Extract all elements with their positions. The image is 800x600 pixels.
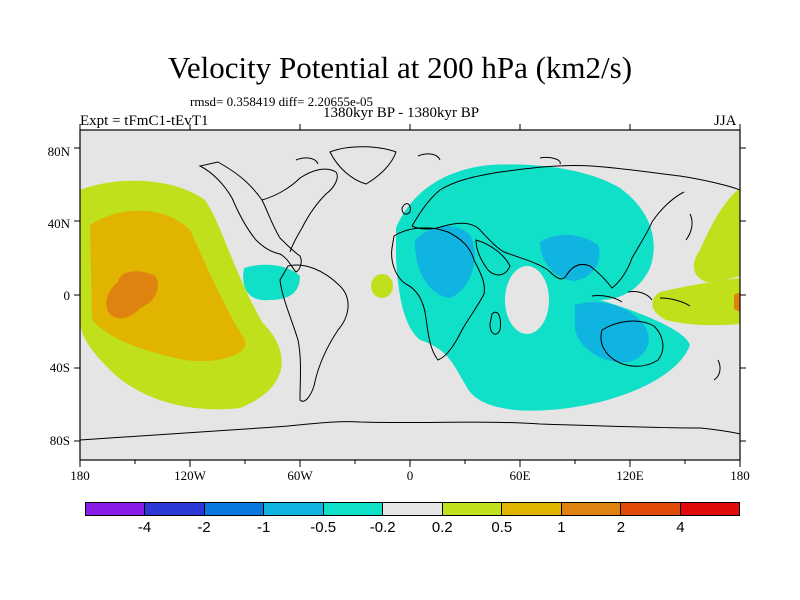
colorbar-swatch [145, 503, 205, 515]
lon-label-60e: 60E [509, 468, 531, 483]
colorbar-swatch [502, 503, 562, 515]
colorbar-label: 0.5 [491, 519, 513, 536]
coast-arabia [475, 239, 511, 276]
lon-label-120e: 120E [616, 468, 644, 483]
colorbar-label: -0.5 [310, 519, 337, 536]
coast-north-america [198, 161, 302, 273]
positive-anomaly-maritime [652, 278, 740, 326]
negative-anomaly-india-core [540, 234, 600, 281]
coast-new-zealand [713, 359, 721, 381]
colorbar-label: -1 [256, 519, 271, 536]
map-title: Velocity Potential at 200 hPa (km2/s) [167, 50, 633, 85]
lat-label-80s: 80S [49, 433, 70, 448]
experiment-label: Expt = tFmC1-tEvT1 [80, 113, 209, 129]
colorbar-label: 1 [557, 519, 566, 536]
positive-anomaly-edge [734, 292, 740, 312]
negative-anomaly-amazon [243, 264, 300, 301]
colorbar [85, 502, 740, 516]
anomaly-fields [80, 164, 740, 411]
positive-anomaly-max [106, 271, 158, 319]
colorbar-swatch [442, 503, 503, 515]
coastlines [79, 146, 741, 441]
lon-label-0: 0 [406, 468, 414, 483]
coast-antarctica [79, 421, 741, 441]
negative-anomaly-ocean-core [575, 302, 649, 363]
season-label: JJA [714, 113, 737, 129]
coast-australia [600, 320, 664, 367]
lon-label-180w: 180 [70, 468, 90, 483]
colorbar-label: -2 [197, 519, 211, 536]
lon-label-120w: 120W [174, 468, 206, 483]
colorbar-swatch [204, 503, 265, 515]
colorbar-swatch [561, 503, 622, 515]
coast-africa [391, 227, 485, 361]
period-label: 1380kyr BP - 1380kyr BP [323, 105, 480, 121]
coast-indonesia [591, 291, 691, 307]
lon-label-60w: 60W [287, 468, 313, 483]
colorbar-swatch [383, 503, 443, 515]
colorbar-swatch [264, 503, 324, 515]
colorbar-label: -4 [137, 519, 152, 536]
colorbar-swatch [86, 503, 146, 515]
colorbar-label: 0.2 [431, 519, 453, 536]
coast-eurasia [411, 164, 741, 289]
coast-greenland [329, 146, 397, 185]
colorbar-swatch [323, 503, 384, 515]
positive-anomaly-west-pacific [693, 188, 740, 282]
stats-line: rmsd= 0.358419 diff= 2.20655e-05 [190, 94, 374, 109]
coast-madagascar [489, 311, 501, 335]
lat-label-40n: 40N [47, 216, 70, 231]
lon-label-180e: 180 [730, 468, 750, 483]
neutral-anomaly-indian-ocean [505, 266, 549, 334]
positive-anomaly-core [90, 210, 246, 362]
lat-label-equator: 0 [63, 288, 71, 303]
coast-north-america-east [261, 168, 338, 253]
colorbar-label: -0.2 [369, 519, 396, 536]
negative-anomaly-africa-core [414, 225, 475, 298]
axis-ticks [74, 124, 746, 467]
coast-japan [685, 213, 693, 241]
colorbar-label: 4 [676, 519, 685, 536]
coast-british-isles [401, 203, 411, 215]
positive-anomaly-atlantic [371, 274, 393, 298]
colorbar-label: 2 [616, 519, 626, 536]
coast-arctic-islands [295, 153, 561, 165]
coast-south-america [279, 264, 349, 402]
colorbar-swatch [621, 503, 681, 515]
colorbar-swatch [680, 503, 739, 515]
lat-label-40s: 40S [49, 360, 70, 375]
lat-label-80n: 80N [47, 144, 70, 159]
